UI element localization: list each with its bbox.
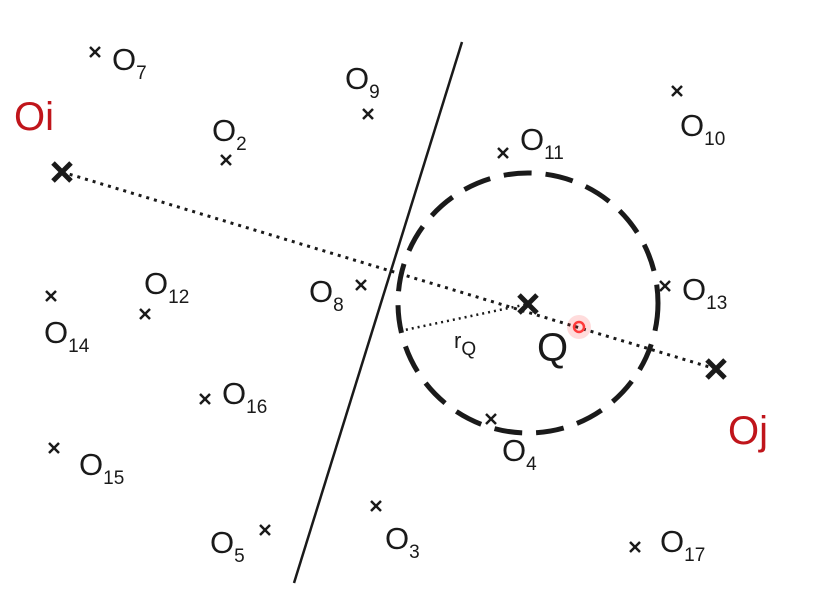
cross-mark-icon	[497, 147, 509, 159]
cross-mark-icon	[45, 290, 57, 302]
cross-mark-icon	[199, 393, 211, 405]
object-o11: O11	[497, 122, 564, 164]
cross-mark-icon	[139, 308, 151, 320]
object-o15: O15	[48, 442, 124, 489]
query-label: Q	[537, 326, 568, 370]
object-o2: O2	[212, 113, 247, 166]
object-label: O3	[385, 521, 420, 563]
object-o7: O7	[89, 42, 147, 84]
cross-mark-icon	[659, 280, 671, 292]
object-o16: O16	[199, 376, 267, 418]
object-o5: O5	[210, 524, 271, 567]
radius-line	[399, 302, 529, 333]
object-o9: O9	[345, 61, 380, 120]
object-o12: O12	[139, 266, 189, 320]
object-label: O5	[210, 525, 245, 567]
query-highlight-dot	[572, 320, 586, 334]
object-o3: O3	[370, 500, 420, 563]
object-label: O9	[345, 61, 380, 103]
objects-layer: O7 O9 O2 O11 O10	[44, 42, 727, 567]
pivot-oj: Oj	[705, 358, 768, 453]
cross-mark-icon	[370, 500, 382, 512]
object-label: O16	[222, 376, 267, 418]
cross-mark-icon	[362, 108, 374, 120]
cross-mark-icon	[355, 279, 367, 291]
cross-mark-icon	[629, 541, 641, 553]
object-label: O13	[682, 272, 727, 314]
object-label: O12	[144, 266, 189, 308]
object-o4: O4	[485, 413, 537, 475]
cross-mark-icon	[89, 46, 101, 58]
object-o10: O10	[671, 85, 725, 150]
cross-mark-icon	[48, 442, 60, 454]
object-label: O10	[680, 108, 725, 150]
pivot-oi-label: Oi	[14, 95, 54, 139]
object-o8: O8	[309, 274, 367, 316]
cross-mark-icon	[220, 154, 232, 166]
query-range-circle	[395, 170, 661, 436]
query-highlight-glow	[567, 315, 591, 339]
object-label: O2	[212, 113, 247, 155]
pivot-oj-label: Oj	[728, 409, 768, 453]
object-label: O17	[660, 524, 705, 566]
cross-mark-icon	[705, 358, 727, 380]
query-point: Q	[517, 293, 591, 370]
object-label: O15	[79, 447, 124, 489]
object-label: O8	[309, 274, 344, 316]
object-label: O4	[502, 433, 537, 475]
object-label: O14	[44, 315, 90, 357]
object-o13: O13	[659, 272, 727, 314]
object-label: O11	[520, 122, 564, 164]
radius-label: rQ	[454, 328, 476, 360]
object-label: O7	[112, 42, 147, 84]
cross-mark-icon	[517, 293, 539, 315]
object-o14: O14	[44, 290, 90, 357]
pivot-oi: Oi	[14, 95, 73, 183]
object-o17: O17	[629, 524, 705, 566]
hyperplane-line	[292, 41, 464, 584]
pivot-connector-line	[61, 170, 717, 371]
cross-mark-icon	[671, 85, 683, 97]
cross-mark-icon	[259, 524, 271, 536]
cross-mark-icon	[51, 161, 73, 183]
cross-mark-icon	[485, 413, 497, 425]
